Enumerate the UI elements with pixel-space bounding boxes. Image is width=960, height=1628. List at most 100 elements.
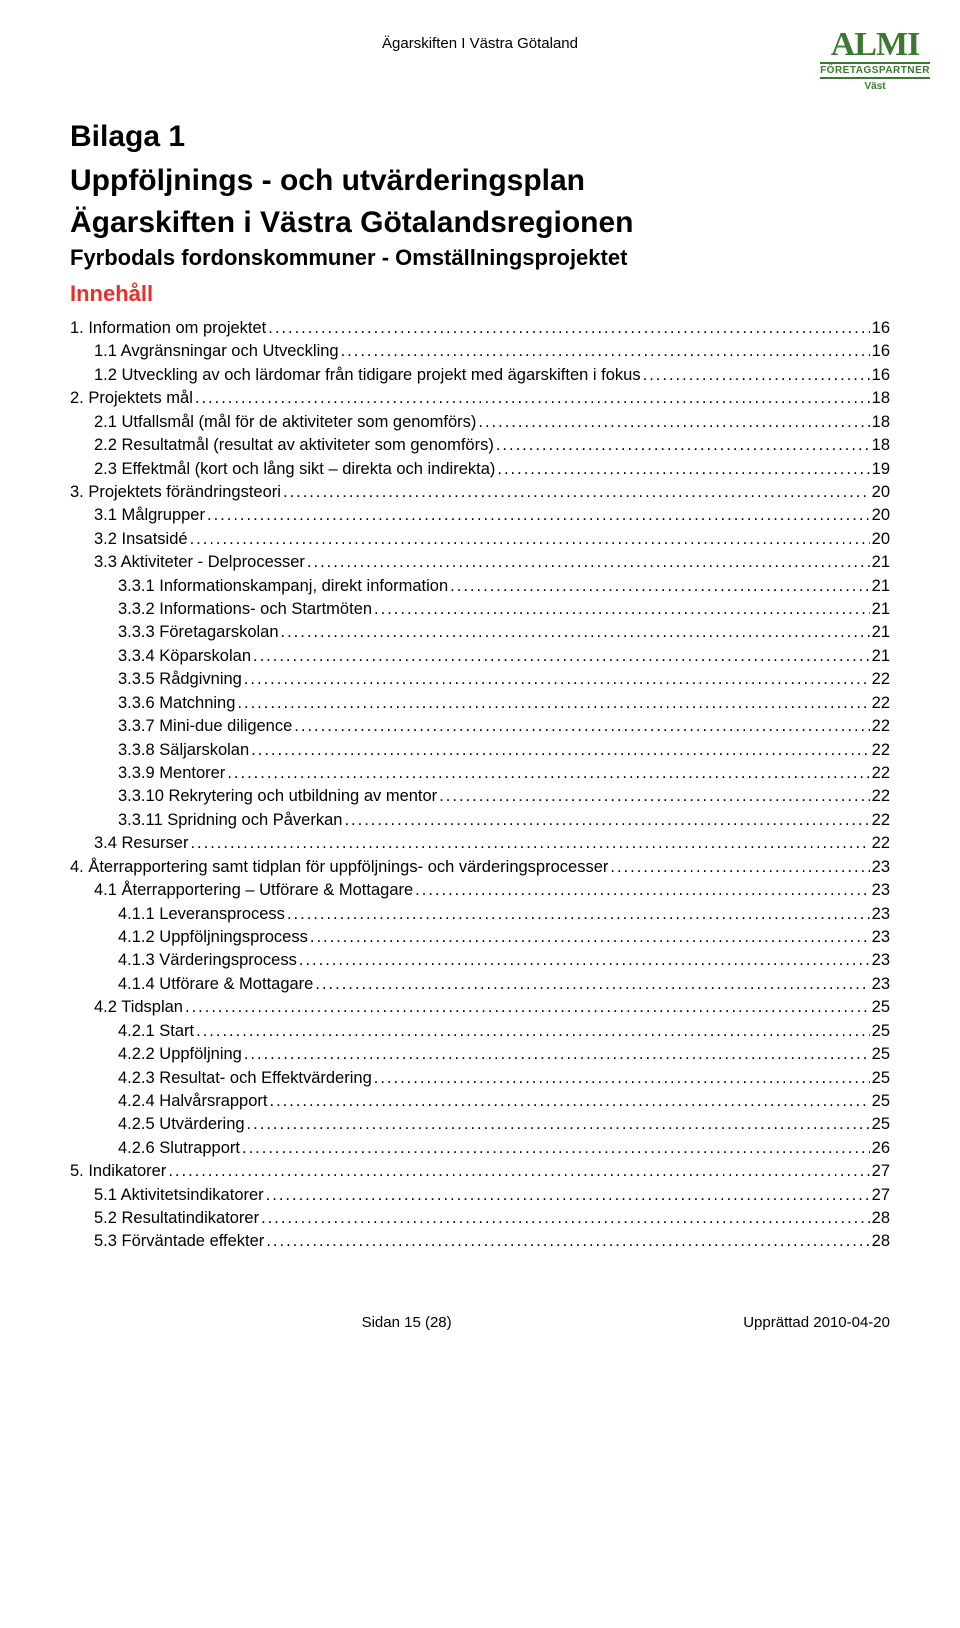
toc-entry-page: 25 (872, 1067, 890, 1090)
toc-leader-dots (307, 551, 870, 574)
footer-date: Upprättad 2010-04-20 (743, 1314, 890, 1331)
toc-leader-dots (268, 317, 869, 340)
toc-entry: 3.3.10 Rekrytering och utbildning av men… (70, 785, 890, 808)
toc-entry-page: 16 (872, 364, 890, 387)
toc-entry-label: 4.2.6 Slutrapport (118, 1137, 240, 1160)
toc-entry-label: 4.1.3 Värderingsprocess (118, 949, 297, 972)
toc-entry-label: 4.2.1 Start (118, 1020, 194, 1043)
toc-leader-dots (496, 434, 870, 457)
toc-entry-page: 23 (872, 856, 890, 879)
toc-entry-page: 20 (872, 481, 890, 504)
toc-entry-page: 25 (872, 996, 890, 1019)
toc-entry: 5. Indikatorer 27 (70, 1160, 890, 1183)
toc-entry-page: 23 (872, 973, 890, 996)
toc-entry-label: 2.3 Effektmål (kort och lång sikt – dire… (94, 458, 495, 481)
toc-leader-dots (281, 621, 870, 644)
toc-leader-dots (195, 387, 870, 410)
toc-entry: 3.3.9 Mentorer 22 (70, 762, 890, 785)
toc-entry: 3.3.6 Matchning 22 (70, 692, 890, 715)
toc-leader-dots (283, 481, 870, 504)
toc-leader-dots (344, 809, 869, 832)
toc-entry-label: 4.2.5 Utvärdering (118, 1113, 245, 1136)
toc-entry-page: 25 (872, 1020, 890, 1043)
toc-entry-label: 3.3.9 Mentorer (118, 762, 225, 785)
toc-entry: 4.2.5 Utvärdering 25 (70, 1113, 890, 1136)
toc-entry-page: 16 (872, 340, 890, 363)
logo-region-text: Väst (820, 81, 930, 92)
toc-entry-label: 3.3.5 Rådgivning (118, 668, 242, 691)
toc-leader-dots (294, 715, 869, 738)
toc-leader-dots (374, 1067, 870, 1090)
toc-entry-page: 20 (872, 528, 890, 551)
toc-entry-page: 28 (872, 1230, 890, 1253)
toc-leader-dots (310, 926, 870, 949)
toc-leader-dots (185, 996, 870, 1019)
toc-entry-label: 2.2 Resultatmål (resultat av aktiviteter… (94, 434, 494, 457)
toc-entry-page: 22 (872, 739, 890, 762)
toc-entry-page: 20 (872, 504, 890, 527)
toc-entry-label: 1.2 Utveckling av och lärdomar från tidi… (94, 364, 641, 387)
toc-entry-label: 3.3 Aktiviteter - Delprocesser (94, 551, 305, 574)
toc-entry-page: 23 (872, 879, 890, 902)
toc-entry: 3.3.7 Mini-due diligence 22 (70, 715, 890, 738)
toc-entry-label: 4.2.3 Resultat- och Effektvärdering (118, 1067, 372, 1090)
toc-entry: 4.1.1 Leveransprocess 23 (70, 903, 890, 926)
toc-entry-label: 4.2 Tidsplan (94, 996, 183, 1019)
toc-leader-dots (244, 668, 870, 691)
main-title-line2: Ägarskiften i Västra Götalandsregionen (70, 204, 890, 242)
toc-entry-label: 3.2 Insatsidé (94, 528, 188, 551)
toc-entry: 1.2 Utveckling av och lärdomar från tidi… (70, 364, 890, 387)
toc-entry-page: 18 (872, 411, 890, 434)
table-of-contents: 1. Information om projektet 161.1 Avgrän… (70, 317, 890, 1254)
toc-leader-dots (287, 903, 870, 926)
toc-entry: 4.2.2 Uppföljning 25 (70, 1043, 890, 1066)
toc-entry: 5.2 Resultatindikatorer 28 (70, 1207, 890, 1230)
toc-entry: 3.4 Resurser 22 (70, 832, 890, 855)
toc-leader-dots (478, 411, 869, 434)
toc-entry: 4. Återrapportering samt tidplan för upp… (70, 856, 890, 879)
toc-entry: 3. Projektets förändringsteori 20 (70, 481, 890, 504)
logo-main-text: ALMI (820, 30, 930, 61)
toc-entry-label: 4.2.2 Uppföljning (118, 1043, 242, 1066)
toc-entry-label: 4.2.4 Halvårsrapport (118, 1090, 268, 1113)
toc-entry-page: 18 (872, 434, 890, 457)
toc-entry-page: 16 (872, 317, 890, 340)
toc-leader-dots (439, 785, 869, 808)
toc-entry-label: 2.1 Utfallsmål (mål för de aktiviteter s… (94, 411, 476, 434)
toc-entry: 2.2 Resultatmål (resultat av aktiviteter… (70, 434, 890, 457)
toc-leader-dots (207, 504, 870, 527)
toc-entry-label: 3.3.8 Säljarskolan (118, 739, 249, 762)
toc-entry-label: 3. Projektets förändringsteori (70, 481, 281, 504)
toc-entry-label: 3.3.10 Rekrytering och utbildning av men… (118, 785, 437, 808)
toc-leader-dots (643, 364, 870, 387)
toc-entry: 3.3.5 Rådgivning 22 (70, 668, 890, 691)
toc-entry-page: 22 (872, 668, 890, 691)
toc-leader-dots (196, 1020, 870, 1043)
toc-entry-page: 25 (872, 1043, 890, 1066)
toc-leader-dots (415, 879, 869, 902)
toc-entry-page: 21 (872, 575, 890, 598)
toc-entry-label: 4.1.4 Utförare & Mottagare (118, 973, 313, 996)
main-title-line1: Uppföljnings - och utvärderingsplan (70, 162, 890, 200)
toc-leader-dots (168, 1160, 869, 1183)
toc-entry-page: 21 (872, 551, 890, 574)
toc-entry: 5.3 Förväntade effekter 28 (70, 1230, 890, 1253)
toc-leader-dots (497, 458, 869, 481)
toc-entry-label: 3.3.11 Spridning och Påverkan (118, 809, 342, 832)
toc-entry-page: 22 (872, 809, 890, 832)
toc-leader-dots (299, 949, 870, 972)
toc-entry-page: 22 (872, 785, 890, 808)
toc-entry-page: 22 (872, 762, 890, 785)
toc-entry-label: 1.1 Avgränsningar och Utveckling (94, 340, 339, 363)
toc-entry: 4.1.4 Utförare & Mottagare 23 (70, 973, 890, 996)
toc-entry-page: 27 (872, 1160, 890, 1183)
toc-entry: 3.3.2 Informations- och Startmöten 21 (70, 598, 890, 621)
toc-entry-page: 23 (872, 949, 890, 972)
toc-entry-label: 4.1 Återrapportering – Utförare & Mottag… (94, 879, 413, 902)
toc-leader-dots (253, 645, 870, 668)
almi-logo: ALMI FÖRETAGSPARTNER Väst (820, 30, 930, 92)
toc-entry-label: 3.3.6 Matchning (118, 692, 235, 715)
toc-entry: 3.2 Insatsidé 20 (70, 528, 890, 551)
toc-leader-dots (610, 856, 869, 879)
toc-entry: 3.1 Målgrupper 20 (70, 504, 890, 527)
